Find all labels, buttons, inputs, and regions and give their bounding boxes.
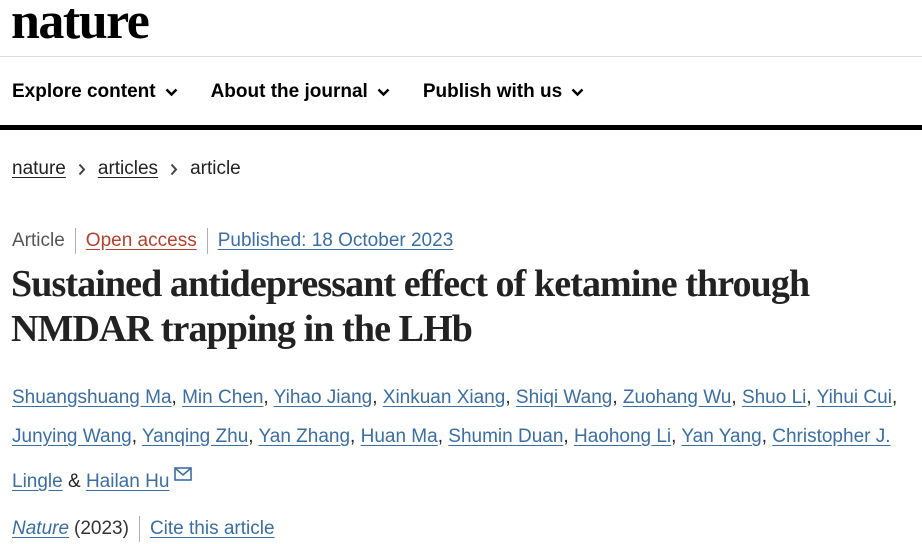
author-link[interactable]: Yanqing Zhu (141, 426, 249, 447)
chevron-down-icon (571, 88, 584, 97)
article-title: Sustained antidepressant effect of ketam… (11, 263, 810, 350)
header-bottom-bar (0, 125, 922, 130)
author-link[interactable]: Yan Yang (681, 426, 762, 447)
breadcrumb-link-nature[interactable]: nature (12, 158, 66, 179)
article-meta: Article Open access Published: 18 Octobe… (12, 227, 453, 255)
citation-divider (138, 516, 140, 542)
header-divider (0, 56, 922, 57)
chevron-right-icon (78, 163, 86, 176)
author-separator: , (563, 426, 574, 447)
chevron-down-icon (165, 88, 178, 97)
author-link[interactable]: Xinkuan Xiang (382, 387, 506, 408)
published-date-link[interactable]: Published: 18 October 2023 (217, 230, 454, 251)
author-link[interactable]: Haohong Li (573, 426, 672, 447)
journal-link[interactable]: Nature (12, 518, 70, 539)
author-separator: & (62, 471, 86, 492)
citation-row: Nature (2023) Cite this article (12, 515, 275, 543)
main-nav: Explore content About the journal Publis… (12, 78, 617, 106)
author-link[interactable]: Junying Wang (12, 426, 132, 447)
meta-divider (74, 228, 76, 254)
publication-year: (2023) (74, 518, 129, 539)
nav-publish-with-us[interactable]: Publish with us (423, 81, 584, 103)
author-separator: , (806, 387, 817, 408)
author-separator: , (505, 387, 516, 408)
author-link[interactable]: Shuangshuang Ma (12, 387, 172, 408)
author-separator: , (263, 387, 274, 408)
nature-logo[interactable]: nature (11, 0, 150, 50)
author-link[interactable]: Christopher J. Lingle (12, 426, 891, 492)
author-separator: , (761, 426, 773, 447)
author-link[interactable]: Shiqi Wang (515, 387, 613, 408)
author-separator: , (671, 426, 682, 447)
author-separator: , (731, 387, 742, 408)
author-separator: , (372, 387, 383, 408)
author-separator: , (350, 426, 361, 447)
breadcrumb-link-articles[interactable]: articles (97, 158, 159, 179)
mail-icon[interactable] (174, 456, 193, 495)
author-link[interactable]: Min Chen (182, 387, 264, 408)
open-access-link[interactable]: Open access (85, 230, 197, 251)
nav-item-label: About the journal (210, 81, 368, 102)
author-link[interactable]: Shuo Li (741, 387, 807, 408)
breadcrumb: nature articles article (12, 158, 241, 180)
author-separator: , (891, 387, 898, 408)
author-link[interactable]: Yihao Jiang (273, 387, 373, 408)
chevron-down-icon (377, 88, 390, 97)
author-link[interactable]: Shumin Duan (448, 426, 564, 447)
cite-this-article-link[interactable]: Cite this article (149, 518, 275, 539)
author-separator: , (248, 426, 259, 447)
author-link[interactable]: Hailan Hu (85, 471, 170, 492)
article-type: Article (12, 230, 65, 251)
nav-item-label: Publish with us (422, 81, 563, 102)
breadcrumb-current: article (190, 158, 241, 179)
author-separator: , (612, 387, 623, 408)
author-link[interactable]: Yihui Cui (816, 387, 892, 408)
nav-item-label: Explore content (12, 81, 156, 102)
chevron-right-icon (170, 163, 178, 176)
nav-about-the-journal[interactable]: About the journal (211, 81, 390, 103)
author-link[interactable]: Zuohang Wu (622, 387, 732, 408)
meta-divider (206, 228, 208, 254)
author-separator: , (131, 426, 142, 447)
author-link[interactable]: Huan Ma (360, 426, 438, 447)
nav-explore-content[interactable]: Explore content (12, 81, 178, 103)
author-separator: , (171, 387, 183, 408)
author-list: Shuangshuang Ma, Min Chen, Yihao Jiang, … (12, 378, 917, 501)
author-separator: , (437, 426, 449, 447)
author-link[interactable]: Yan Zhang (258, 426, 351, 447)
